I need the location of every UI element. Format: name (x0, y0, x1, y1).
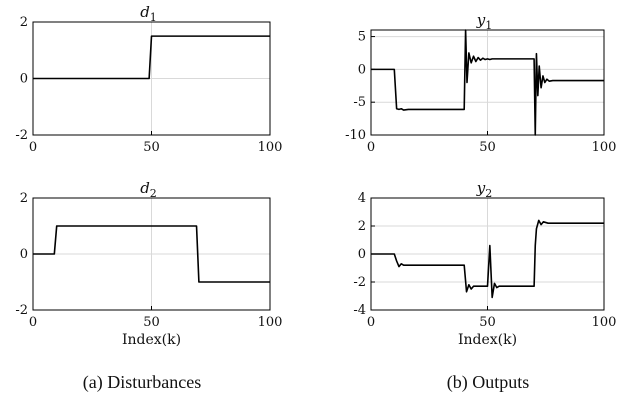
panel-title-y2: y2 (476, 179, 492, 200)
panel-title-sub-y1: 1 (485, 19, 492, 32)
x-tick-label-y1-0: 0 (367, 140, 375, 155)
x-tick-label-d2-0: 0 (29, 315, 37, 330)
x-tick-label-y1-1: 50 (479, 140, 496, 155)
series-line-d1 (33, 35, 270, 80)
panel-title-sub-d2: 2 (150, 187, 157, 200)
panel-title-main-y1: y (476, 11, 486, 29)
x-axis-label-d2: Index(k) (122, 332, 181, 348)
series-line-d2 (33, 225, 270, 283)
x-tick-label-d2-2: 100 (258, 315, 283, 330)
y-tick-label-y1-2: 0 (358, 62, 366, 77)
x-tick-label-d2-1: 50 (143, 315, 160, 330)
x-tick-label-d1-2: 100 (258, 140, 283, 155)
y-tick-label-y1-3: 5 (358, 30, 366, 45)
x-tick-label-y2-0: 0 (367, 315, 375, 330)
y-tick-label-y1-1: -5 (353, 95, 366, 110)
panel-title-main-y2: y (476, 179, 486, 197)
panel-title-sub-y2: 2 (485, 187, 492, 200)
panel-title-d1: d1 (140, 3, 157, 24)
x-axis-label-y2: Index(k) (458, 332, 517, 348)
series-line-y2 (371, 219, 604, 299)
y-tick-label-d2-1: 0 (20, 247, 28, 262)
y-tick-label-d1-0: -2 (15, 128, 28, 143)
y-tick-label-y2-0: -4 (353, 303, 366, 318)
y-tick-label-d2-0: -2 (15, 303, 28, 318)
x-tick-label-d1-1: 50 (143, 140, 160, 155)
caption-disturbances: (a) Disturbances (83, 372, 201, 393)
y-tick-label-y2-4: 4 (358, 191, 366, 206)
y-tick-label-y2-3: 2 (358, 219, 366, 234)
panel-title-y1: y1 (476, 11, 492, 32)
y-tick-label-y1-0: -10 (345, 128, 366, 143)
y-tick-label-d1-2: 2 (20, 15, 28, 30)
panel-title-main-d1: d (140, 3, 150, 21)
y-tick-label-y2-1: -2 (353, 275, 366, 290)
x-tick-label-y2-2: 100 (592, 315, 617, 330)
panel-title-sub-d1: 1 (150, 11, 157, 24)
y-tick-label-d2-2: 2 (20, 191, 28, 206)
panel-y1: 0 50 100 -10 -5 0 5 y1 (345, 11, 616, 155)
panel-title-main-d2: d (140, 179, 150, 197)
caption-outputs: (b) Outputs (447, 372, 530, 393)
y-tick-label-d1-1: 0 (20, 72, 28, 87)
series-line-y1 (371, 29, 604, 136)
x-tick-label-d1-0: 0 (29, 140, 37, 155)
x-tick-label-y2-1: 50 (479, 315, 496, 330)
panel-title-d2: d2 (140, 179, 157, 200)
x-tick-label-y1-2: 100 (592, 140, 617, 155)
y-tick-label-y2-2: 0 (358, 247, 366, 262)
